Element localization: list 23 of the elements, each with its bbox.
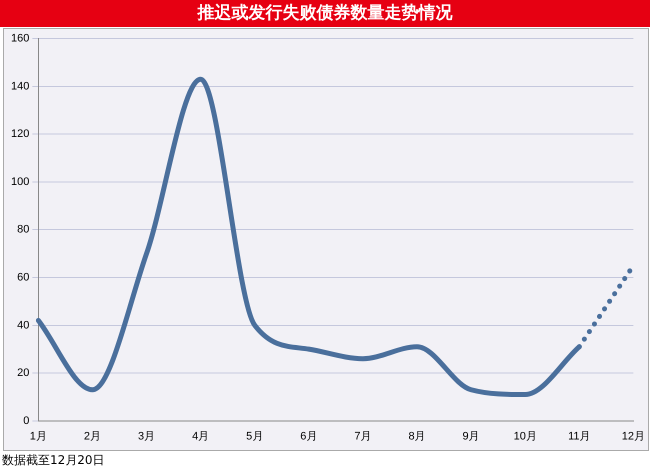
y-tick-label: 160: [10, 32, 30, 45]
x-tick-label: 1月: [30, 430, 47, 442]
chart-title: 推迟或发行失败债券数量走势情况: [0, 0, 650, 27]
x-tick-label: 4月: [192, 430, 210, 442]
x-tick-label: 8月: [408, 430, 426, 442]
x-tick-label: 11月: [568, 430, 590, 442]
x-tick-label: 3月: [138, 430, 156, 442]
text: 数据截至12月20日: [2, 452, 105, 469]
y-tick-label: 120: [10, 128, 30, 140]
x-tick-label: 7月: [354, 430, 372, 442]
x-tick-label: 12月: [622, 430, 646, 442]
y-tick-label: 0: [23, 414, 30, 427]
x-tick-label: 6月: [300, 430, 318, 442]
x-tick-label: 10月: [514, 430, 537, 442]
y-tick-label: 140: [10, 80, 30, 92]
y-tick-label: 40: [17, 319, 30, 332]
y-tick-label: 100: [10, 176, 30, 188]
y-tick-label: 80: [17, 224, 30, 236]
x-tick-label: 2月: [84, 430, 102, 442]
x-tick-label: 9月: [462, 430, 480, 442]
y-tick-label: 20: [17, 367, 30, 380]
y-tick-label: 60: [17, 272, 30, 284]
x-tick-label: 5月: [246, 430, 264, 442]
